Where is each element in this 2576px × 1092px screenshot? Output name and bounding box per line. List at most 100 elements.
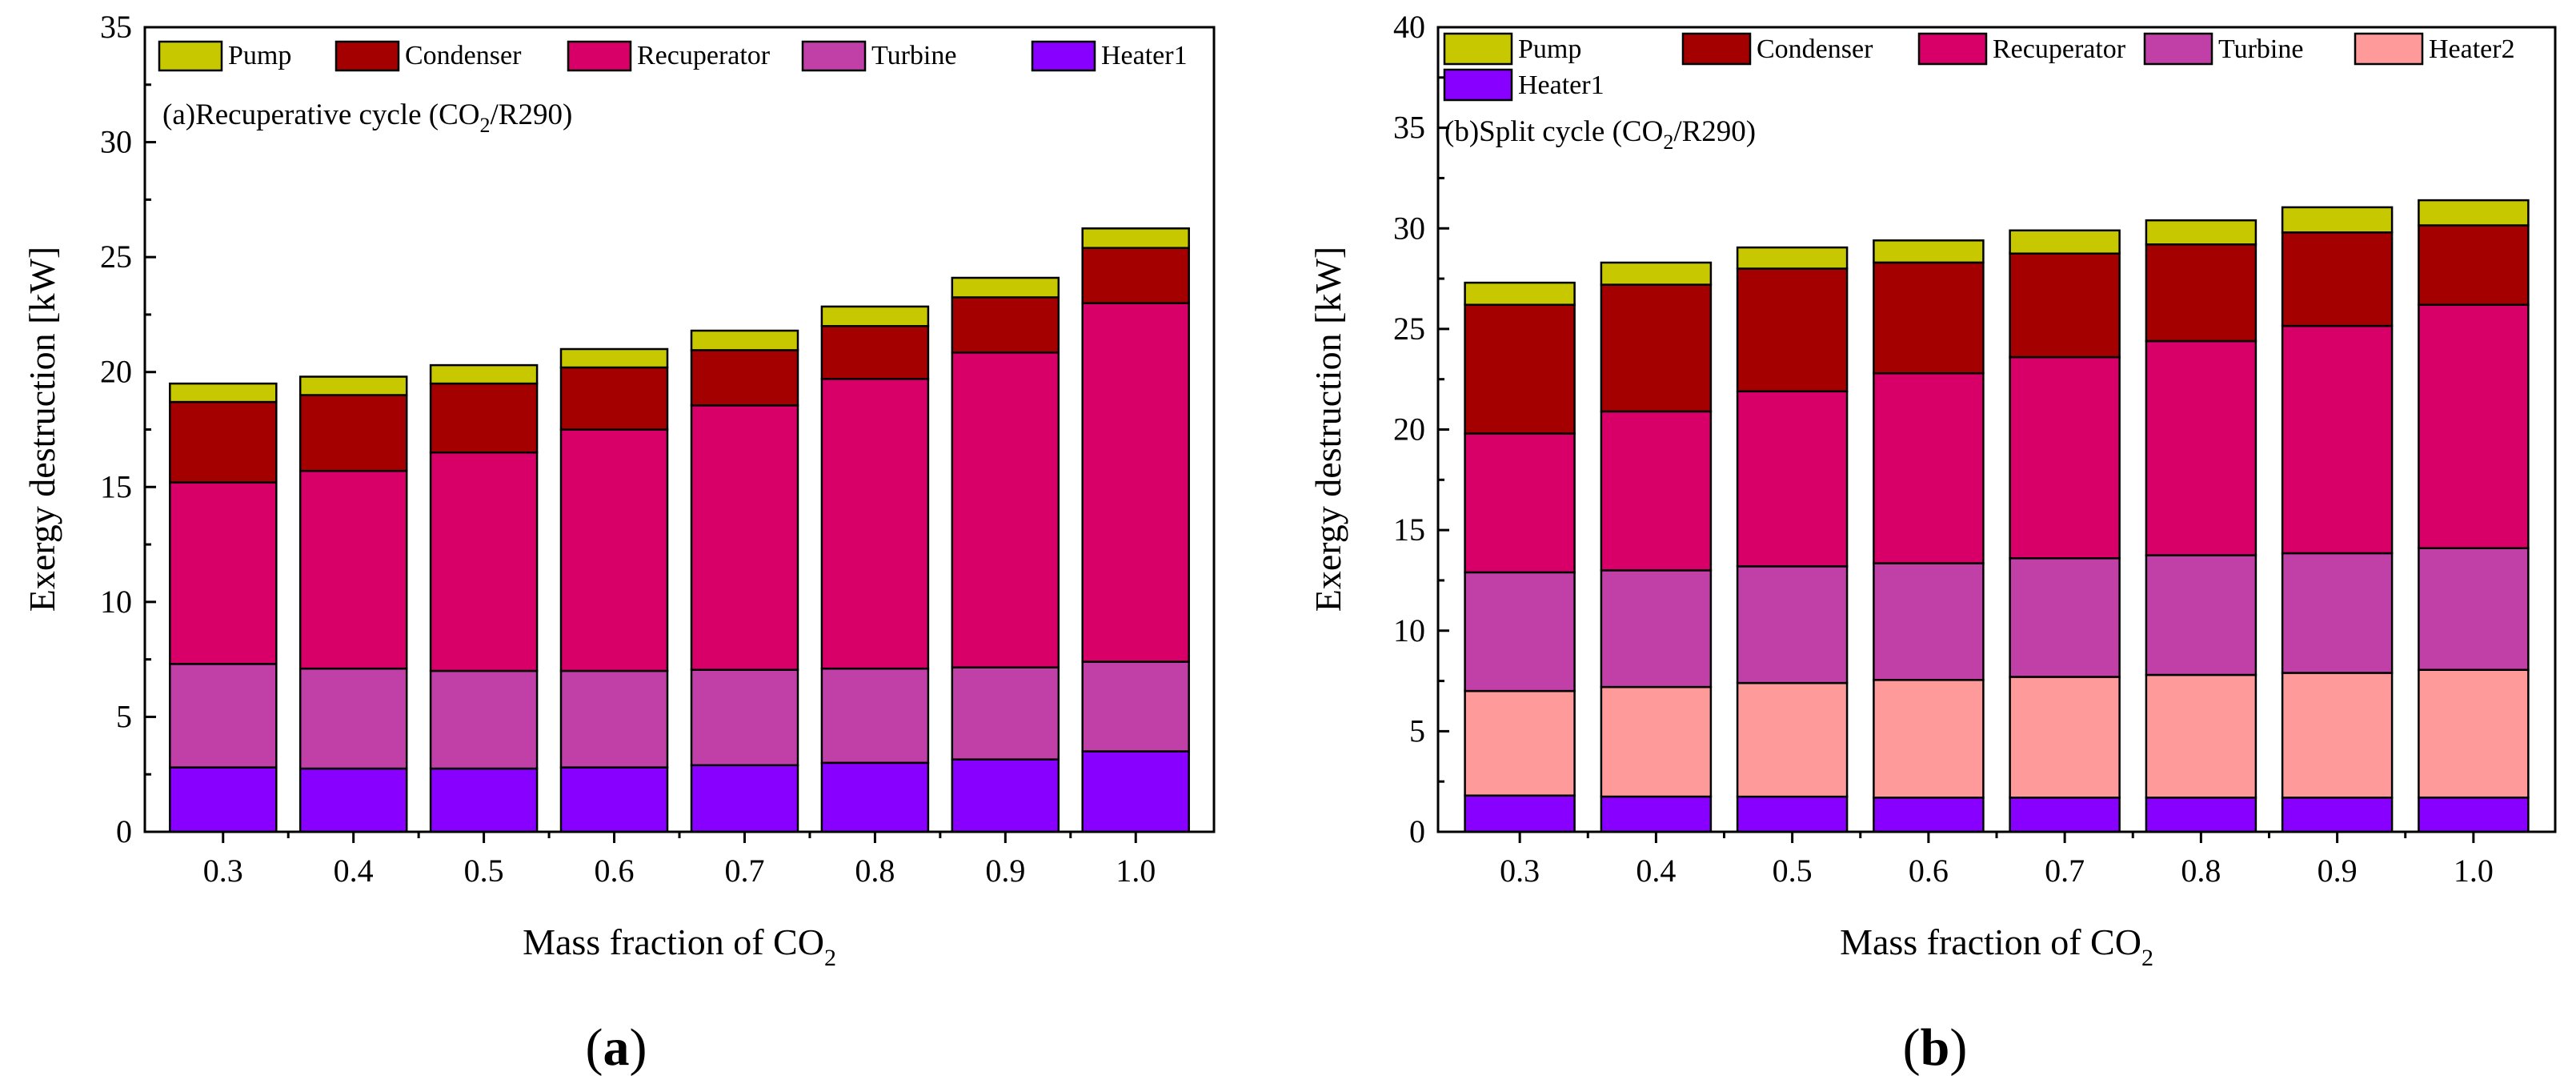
legend-label-condenser: Condenser — [1757, 34, 1873, 64]
bar-pump-0.4 — [298, 375, 408, 396]
bar-pump-0.7 — [690, 329, 799, 351]
bar-pump-0.3 — [169, 382, 278, 403]
x-axis-b: 0.3 0.4 0.5 0.6 0.7 0.8 0.9 1.0 — [1500, 832, 2494, 889]
bar-heater1-0.3 — [169, 766, 278, 833]
x-tick-label-a: 0.8 — [855, 853, 895, 889]
bar-condenser-0.5 — [429, 382, 539, 454]
bar-condenser-0.3 — [1464, 303, 1576, 435]
legend-label-pump: Pump — [1518, 34, 1581, 64]
legend-a: Pump Condenser Recuperator Turbine Heater1 — [158, 40, 1188, 72]
bar-turbine-0.5 — [1736, 565, 1849, 685]
bar-pump-0.9 — [951, 276, 1060, 299]
bar-heater1-0.9 — [2281, 797, 2394, 833]
bar-recuperator-0.4 — [298, 469, 408, 670]
bar-condenser-0.6 — [1873, 261, 1985, 375]
panel-note-a: (a)Recuperative cycle (CO2/R290) — [162, 98, 572, 137]
y-tick-label-b: 40 — [1393, 9, 1425, 45]
bar-heater2-0.9 — [2281, 672, 2394, 799]
bar-recuperator-0.9 — [2281, 324, 2394, 555]
bar-heater1-0.6 — [559, 766, 669, 833]
legend-b: Pump Condenser Recuperator Turbine Heater2 He… — [1443, 32, 2515, 102]
bar-heater2-0.3 — [1464, 689, 1576, 797]
x-tick-label-a: 0.5 — [464, 853, 504, 889]
bar-heater2-1.0 — [2418, 668, 2530, 799]
bar-condenser-0.9 — [2281, 231, 2394, 327]
bar-heater1-0.4 — [1600, 795, 1713, 833]
bar-heater1-0.8 — [2145, 797, 2258, 833]
bar-condenser-1.0 — [2418, 224, 2530, 306]
bar-turbine-0.8 — [2145, 554, 2258, 676]
x-tick-label-b: 0.7 — [2045, 853, 2085, 889]
bar-heater1-0.5 — [429, 767, 539, 833]
bar-pump-0.8 — [820, 305, 930, 327]
legend-swatch-heater2 — [2354, 32, 2424, 66]
y-tick-label-a: 25 — [100, 239, 132, 275]
bar-heater1-0.6 — [1873, 797, 1985, 833]
panel-note-b: (b)Split cycle (CO2/R290) — [1444, 115, 1756, 154]
bar-heater1-0.7 — [690, 764, 799, 833]
legend-label-heater1: Heater1 — [1101, 41, 1188, 70]
legend-label-condenser: Condenser — [405, 41, 522, 70]
legend-label-recuperator: Recuperator — [637, 41, 771, 70]
bar-heater2-0.7 — [2009, 676, 2121, 799]
bar-turbine-0.9 — [951, 666, 1060, 761]
y-tick-label-a: 0 — [116, 813, 132, 849]
bar-condenser-0.5 — [1736, 267, 1849, 393]
bar-recuperator-1.0 — [1081, 302, 1190, 663]
x-tick-label-b: 0.6 — [1909, 853, 1949, 889]
bar-pump-0.5 — [429, 363, 539, 385]
bar-turbine-0.7 — [2009, 557, 2121, 678]
bar-recuperator-0.6 — [559, 428, 669, 672]
x-tick-label-b: 0.9 — [2318, 853, 2358, 889]
panel-b: 0 5 10 15 20 25 30 35 40 0.3 0.4 0.5 0.6 0.7 0.8 0.9 1.… — [1308, 9, 2557, 1077]
x-tick-label-a: 1.0 — [1116, 853, 1156, 889]
bar-turbine-0.6 — [559, 669, 669, 769]
bar-heater1-0.9 — [951, 758, 1060, 833]
y-tick-label-a: 10 — [100, 584, 132, 620]
caption-a: (a) — [586, 1018, 647, 1077]
bar-condenser-0.3 — [169, 400, 278, 484]
bar-turbine-1.0 — [1081, 660, 1190, 753]
bar-recuperator-0.5 — [1736, 390, 1849, 568]
x-tick-label-a: 0.7 — [724, 853, 764, 889]
bar-pump-0.5 — [1736, 246, 1849, 270]
bar-recuperator-0.6 — [1873, 371, 1985, 564]
bar-condenser-0.9 — [951, 296, 1060, 354]
bar-heater2-0.6 — [1873, 679, 1985, 799]
bar-turbine-0.7 — [690, 668, 799, 767]
bar-turbine-0.4 — [1600, 569, 1713, 689]
y-axis-b: 0 5 10 15 20 25 30 35 40 — [1393, 9, 1449, 849]
bar-recuperator-0.4 — [1600, 410, 1713, 572]
bar-heater1-0.3 — [1464, 794, 1576, 833]
bar-heater1-0.7 — [2009, 797, 2121, 833]
legend-swatch-pump — [158, 40, 223, 72]
legend-label-recuperator: Recuperator — [1993, 34, 2126, 64]
y-tick-label-a: 15 — [100, 468, 132, 504]
x-tick-label-b: 0.4 — [1636, 853, 1676, 889]
bar-condenser-1.0 — [1081, 247, 1190, 304]
bar-turbine-0.6 — [1873, 562, 1985, 681]
bar-heater1-0.8 — [820, 761, 930, 833]
bar-pump-1.0 — [1081, 227, 1190, 249]
bar-turbine-0.9 — [2281, 552, 2394, 674]
bar-turbine-1.0 — [2418, 547, 2530, 671]
bar-condenser-0.7 — [2009, 252, 2121, 359]
x-tick-label-a: 0.9 — [985, 853, 1025, 889]
bar-pump-0.9 — [2281, 206, 2394, 234]
x-tick-label-a: 0.4 — [334, 853, 374, 889]
legend-swatch-recuperator — [1917, 32, 1988, 66]
y-tick-label-b: 35 — [1393, 110, 1425, 146]
bar-pump-0.4 — [1600, 261, 1713, 286]
bar-condenser-0.8 — [2145, 243, 2258, 343]
y-tick-label-a: 20 — [100, 354, 132, 390]
y-tick-label-a: 5 — [116, 698, 132, 734]
bar-heater2-0.4 — [1600, 685, 1713, 798]
x-tick-label-b: 0.8 — [2181, 853, 2221, 889]
x-tick-label-b: 0.5 — [1773, 853, 1813, 889]
y-tick-label-a: 30 — [100, 124, 132, 160]
x-tick-label-b: 0.3 — [1500, 853, 1540, 889]
bar-turbine-0.3 — [169, 663, 278, 769]
bar-condenser-0.6 — [559, 366, 669, 431]
